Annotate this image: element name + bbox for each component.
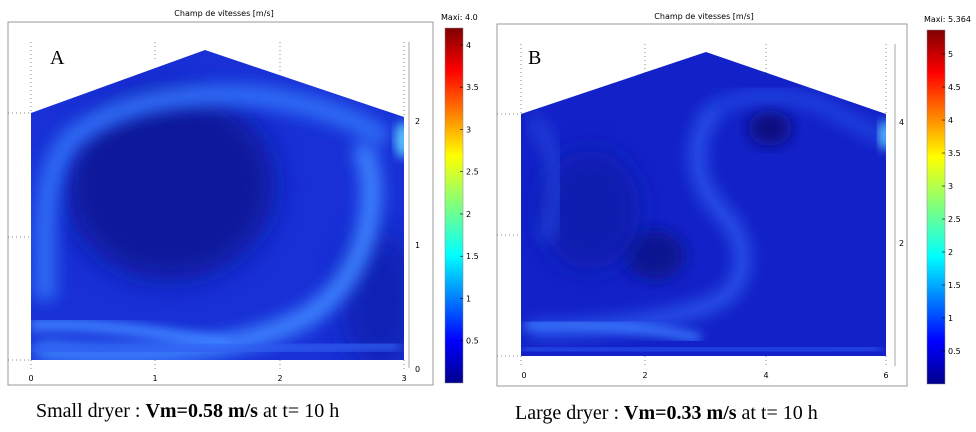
caption-a: Small dryer : Vm=0.58 m/s at t= 10 h — [36, 400, 339, 423]
colorbar-tick-label: 1.5 — [466, 252, 479, 261]
y-tick-a-1: 1 — [415, 241, 420, 250]
colorbar-b — [926, 29, 946, 385]
caption-b: Large dryer : Vm=0.33 m/s at t= 10 h — [515, 402, 818, 425]
x-tick-b-2: 4 — [763, 371, 768, 380]
caption-a-suffix: at t= 10 h — [257, 400, 340, 422]
colorbar-tick-label: 1 — [466, 294, 471, 303]
y-tick-a-2: 2 — [415, 117, 420, 126]
colorbar-tick-label: 4 — [948, 116, 953, 125]
x-tick-b-3: 6 — [883, 371, 888, 380]
colorbar-tick-label: 2 — [466, 210, 471, 219]
caption-b-suffix: at t= 10 h — [736, 402, 818, 424]
x-tick-a-2: 2 — [277, 374, 282, 383]
x-tick-b-0: 0 — [521, 371, 526, 380]
grid-a — [8, 42, 405, 372]
velocity-field-b — [521, 52, 886, 356]
caption-b-prefix: Large dryer : — [515, 402, 625, 424]
colorbar-tick-label: 2.5 — [948, 215, 961, 224]
colorbar-max-b: Maxi: 5.364 — [924, 15, 971, 24]
colorbar-tick-label: 3 — [948, 182, 953, 191]
panel-title-b: Champ de vitesses [m/s] — [654, 12, 753, 21]
colorbar-tick-label: 3.5 — [466, 83, 479, 92]
colorbar-tick-label: 2.5 — [466, 168, 479, 177]
x-tick-a-0: 0 — [28, 374, 33, 383]
x-tick-a-3: 3 — [401, 374, 406, 383]
panel-b: Champ de vitesses [m/s] B — [496, 12, 971, 387]
x-tick-a-1: 1 — [152, 374, 157, 383]
colorbar-tick-label: 1 — [948, 314, 953, 323]
panel-letter-b: B — [528, 47, 541, 69]
colorbar-tick-label: 4 — [466, 41, 471, 50]
colorbar-tick-label: 5 — [948, 50, 953, 59]
colorbar-tick-label: 0.5 — [466, 337, 479, 346]
y-tick-b-1: 4 — [899, 118, 904, 127]
panel-a: Champ de vitesses [m/s] A — [7, 9, 479, 386]
colorbar-a — [444, 27, 464, 384]
x-tick-b-1: 2 — [642, 371, 647, 380]
caption-b-bold: Vm=0.33 m/s — [624, 402, 737, 424]
caption-a-prefix: Small dryer : — [36, 400, 146, 422]
velocity-field-a — [31, 50, 404, 360]
colorbar-tick-label: 3.5 — [948, 149, 961, 158]
colorbar-tick-label: 2 — [948, 248, 953, 257]
colorbar-max-a: Maxi: 4.0 — [441, 13, 478, 22]
panel-letter-a: A — [50, 47, 65, 69]
y-tick-a-0: 0 — [415, 365, 420, 374]
colorbar-tick-label: 1.5 — [948, 281, 961, 290]
panel-title-a: Champ de vitesses [m/s] — [174, 9, 273, 18]
colorbar-tick-label: 3 — [466, 125, 471, 134]
caption-a-bold: Vm=0.58 m/s — [145, 400, 258, 422]
colorbar-tick-label: 4.5 — [948, 83, 961, 92]
y-tick-b-0: 2 — [899, 239, 904, 248]
colorbar-tick-label: 0.5 — [948, 347, 961, 356]
